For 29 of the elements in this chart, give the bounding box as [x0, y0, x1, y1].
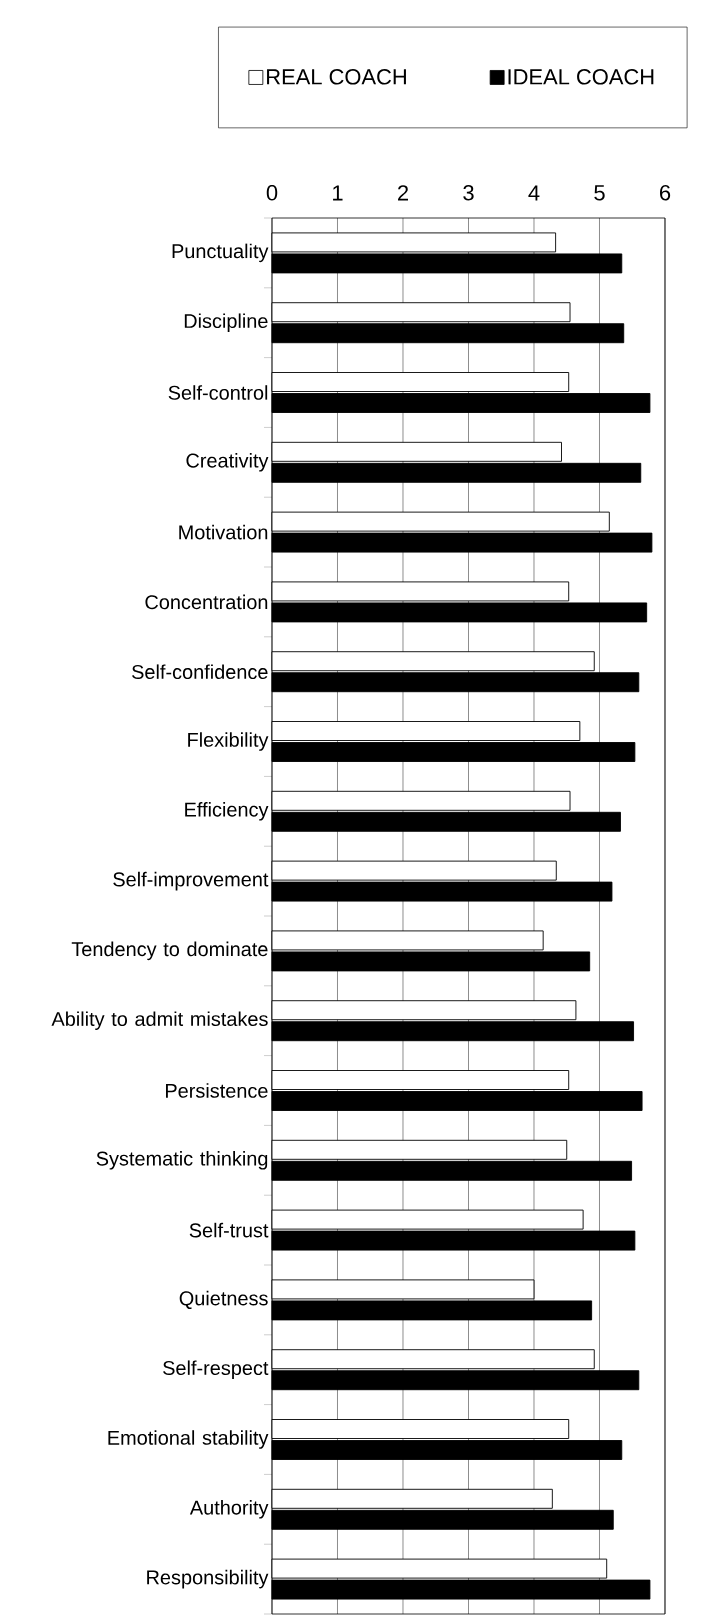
y-tick-label: Self-control: [168, 385, 268, 400]
y-tick-label: Systematic thinking: [96, 1151, 268, 1170]
y-tick-label: Persistence: [166, 1083, 268, 1098]
y-tick-label: Emotional stability: [108, 1430, 269, 1449]
y-tick-label: Tendency to dominate: [71, 941, 268, 961]
x-tick-label: 2: [398, 185, 408, 201]
y-tick-label: Flexibility: [188, 732, 269, 751]
y-tick-label: Concentration: [145, 594, 268, 610]
y-tick-label: Punctuality: [172, 243, 269, 263]
y-tick-label: Self-confidence: [132, 664, 268, 680]
y-tick-label: Authority: [189, 1500, 269, 1519]
x-tick-label: 1: [333, 185, 343, 201]
x-tick-label: 3: [463, 184, 474, 201]
y-tick-label: Discipline: [184, 313, 268, 333]
y-tick-label: Responsibility: [147, 1569, 269, 1589]
x-tick-label: 4: [528, 185, 540, 201]
legend-label: REAL COACH: [267, 69, 406, 85]
y-tick-label: Self-trust: [189, 1222, 269, 1238]
x-tick-label: 0: [266, 184, 278, 201]
y-tick-label: Self-improvement: [113, 871, 269, 891]
legend-label: IDEAL COACH: [508, 69, 654, 85]
x-tick-label: 5: [594, 185, 605, 201]
y-tick-label: Self-respect: [163, 1360, 269, 1379]
y-tick-label: Creativity: [186, 453, 269, 472]
x-tick-label: 6: [660, 184, 671, 201]
y-tick-label: Motivation: [179, 524, 268, 540]
y-tick-label: Ability to admit mistakes: [51, 1011, 268, 1030]
y-tick-label: Quietness: [179, 1290, 268, 1310]
y-tick-label: Efficiency: [185, 802, 269, 821]
